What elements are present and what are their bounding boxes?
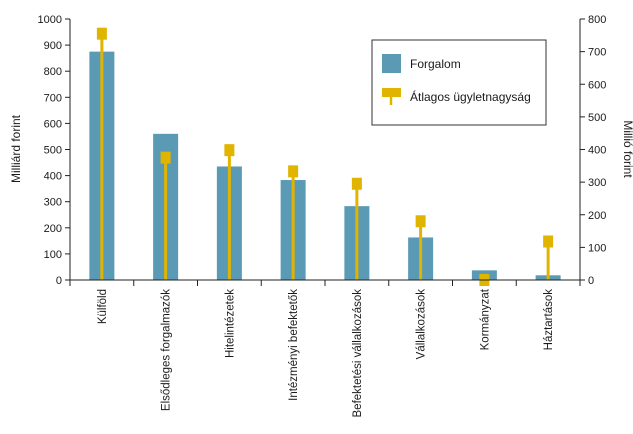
- left-tick-label-500: 500: [44, 145, 62, 157]
- left-axis-title: Milliárd forint: [9, 114, 23, 183]
- right-tick-label-600: 600: [588, 79, 606, 91]
- left-tick-label-200: 200: [44, 223, 62, 235]
- category-label-3: Hitelintézetek: [224, 289, 236, 358]
- legend: Forgalom Átlagos ügyletnagyság: [371, 39, 547, 126]
- left-axis-ticks: 0 100 200 300 400 500 600 700 800 900 1000: [38, 14, 70, 287]
- left-tick-label-900: 900: [44, 40, 62, 52]
- right-tick-label-800: 800: [588, 14, 606, 26]
- legend-box: [371, 39, 547, 126]
- category-label-2: Elsődleges forgalmazók: [161, 289, 173, 411]
- left-tick-label-0: 0: [56, 275, 62, 287]
- marker-head-6: [415, 215, 426, 228]
- legend-bar-swatch: [382, 54, 401, 73]
- right-tick-label-0: 0: [588, 275, 594, 287]
- left-tick-label-700: 700: [44, 92, 62, 104]
- category-label-4: Intézményi befektetők: [288, 289, 300, 401]
- left-tick-label-100: 100: [44, 249, 62, 261]
- left-tick-label-1000: 1000: [38, 14, 62, 26]
- marker-head-2: [160, 151, 171, 164]
- category-label-1: Külföld: [97, 289, 109, 324]
- category-label-8: Háztartások: [543, 289, 555, 351]
- right-tick-label-500: 500: [588, 112, 606, 124]
- left-tick-label-600: 600: [44, 118, 62, 130]
- marker-head-3: [224, 144, 235, 157]
- marker-head-5: [351, 177, 362, 190]
- left-tick-label-400: 400: [44, 171, 62, 183]
- marker-head-4: [288, 165, 299, 178]
- marker-head-1: [96, 27, 107, 40]
- category-labels: Külföld Elsődleges forgalmazók Hitelintéze…: [97, 288, 555, 417]
- right-tick-label-300: 300: [588, 177, 606, 189]
- right-tick-label-100: 100: [588, 242, 606, 254]
- category-label-6: Vállalkozások: [416, 289, 428, 360]
- legend-bar-label: Forgalom: [410, 57, 461, 71]
- right-axis-ticks: 0 100 200 300 400 500 600 700 800: [580, 14, 606, 287]
- lollipop-group: [96, 27, 554, 286]
- left-tick-label-300: 300: [44, 197, 62, 209]
- marker-head-8: [543, 235, 554, 248]
- category-label-5: Befektetési vállalkozások: [352, 289, 364, 418]
- left-tick-label-800: 800: [44, 66, 62, 78]
- right-axis-title: Millió forint: [621, 120, 633, 178]
- right-tick-label-400: 400: [588, 145, 606, 157]
- legend-marker-swatch: [382, 88, 401, 97]
- category-label-7: Kormányzat: [479, 288, 491, 350]
- legend-marker-label: Átlagos ügyletnagyság: [410, 89, 531, 104]
- right-tick-label-700: 700: [588, 47, 606, 59]
- right-tick-label-200: 200: [588, 210, 606, 222]
